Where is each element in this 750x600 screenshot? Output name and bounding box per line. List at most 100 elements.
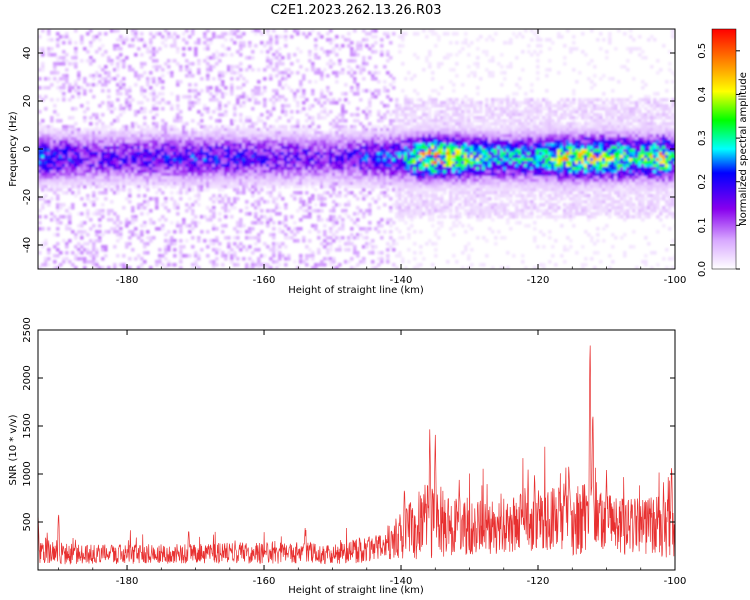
heatmap-cell <box>299 140 303 144</box>
heatmap-cell <box>74 29 78 33</box>
heatmap-cell <box>101 89 105 93</box>
heatmap-cell <box>125 134 129 138</box>
heatmap-cell <box>56 146 60 150</box>
heatmap-cell <box>50 182 54 186</box>
heatmap-cell <box>353 194 357 198</box>
heatmap-cell <box>335 149 339 153</box>
heatmap-cell <box>128 170 132 174</box>
heatmap-cell <box>140 152 144 156</box>
heatmap-cell <box>164 131 168 135</box>
heatmap-cell <box>185 149 189 153</box>
heatmap-cell <box>206 131 210 135</box>
heatmap-cell <box>122 41 126 45</box>
heatmap-cell <box>203 161 207 165</box>
heatmap-cell <box>176 182 180 186</box>
heatmap-cell <box>431 164 435 168</box>
heatmap-cell <box>284 77 288 81</box>
heatmap-cell <box>341 134 345 138</box>
heatmap-cell <box>212 224 216 228</box>
heatmap-cell <box>329 209 333 213</box>
heatmap-cell <box>386 110 390 114</box>
heatmap-cell <box>272 158 276 162</box>
heatmap-cell <box>287 104 291 108</box>
heatmap-cell <box>269 152 273 156</box>
heatmap-cell <box>101 215 105 219</box>
heatmap-cell <box>245 80 249 84</box>
heatmap-cell <box>185 131 189 135</box>
heatmap-cell <box>38 176 42 180</box>
heatmap-cell <box>110 188 114 192</box>
heatmap-cell <box>101 167 105 171</box>
heatmap-cell <box>431 215 435 219</box>
heatmap-cell <box>194 170 198 174</box>
heatmap-cell <box>320 197 324 201</box>
heatmap-cell <box>125 104 129 108</box>
heatmap-cell <box>53 176 57 180</box>
heatmap-cell <box>50 140 54 144</box>
heatmap-cell <box>77 71 81 75</box>
heatmap-cell <box>65 80 69 84</box>
heatmap-cell <box>386 134 390 138</box>
heatmap-cell <box>92 155 96 159</box>
heatmap-cell <box>41 53 45 57</box>
heatmap-cell <box>362 62 366 66</box>
heatmap-cell <box>260 158 264 162</box>
heatmap-cell <box>383 161 387 165</box>
heatmap-cell <box>143 44 147 48</box>
heatmap-cell <box>248 116 252 120</box>
heatmap-cell <box>356 47 360 51</box>
heatmap-cell <box>269 35 273 39</box>
heatmap-cell <box>131 137 135 141</box>
heatmap-cell <box>239 173 243 177</box>
heatmap-cell <box>248 230 252 234</box>
heatmap-cell <box>362 167 366 171</box>
heatmap-cell <box>272 170 276 174</box>
heatmap-cell <box>80 176 84 180</box>
heatmap-cell <box>239 143 243 147</box>
heatmap-cell <box>98 131 102 135</box>
heatmap-cell <box>371 95 375 99</box>
heatmap-cell <box>236 155 240 159</box>
heatmap-cell <box>347 248 351 252</box>
heatmap-cell <box>284 143 288 147</box>
heatmap-cell <box>125 149 129 153</box>
heatmap-cell <box>305 161 309 165</box>
heatmap-cell <box>68 140 72 144</box>
heatmap-cell <box>350 149 354 153</box>
heatmap-cell <box>419 149 423 153</box>
heatmap-cell <box>263 98 267 102</box>
heatmap-cell <box>95 176 99 180</box>
heatmap-cell <box>359 41 363 45</box>
heatmap-cell <box>38 140 42 144</box>
heatmap-cell <box>242 32 246 36</box>
heatmap-cell <box>38 185 42 189</box>
heatmap-cell <box>230 131 234 135</box>
heatmap-cell <box>431 173 435 177</box>
heatmap-cell <box>320 131 324 135</box>
heatmap-cell <box>89 74 93 78</box>
heatmap-cell <box>95 116 99 120</box>
heatmap-cell <box>50 218 54 222</box>
heatmap-cell <box>53 233 57 237</box>
heatmap-cell <box>368 185 372 189</box>
heatmap-cell <box>401 158 405 162</box>
heatmap-cell <box>374 35 378 39</box>
heatmap-cell <box>368 227 372 231</box>
heatmap-cell <box>110 143 114 147</box>
heatmap-cell <box>59 158 63 162</box>
heatmap-cell <box>341 110 345 114</box>
heatmap-cell <box>77 128 81 132</box>
heatmap-cell <box>419 170 423 174</box>
heatmap-cell <box>122 131 126 135</box>
heatmap-cell <box>335 203 339 207</box>
heatmap-cell <box>164 125 168 129</box>
heatmap-cell <box>191 173 195 177</box>
heatmap-cell <box>314 209 318 213</box>
heatmap-cell <box>233 161 237 165</box>
heatmap-cell <box>407 167 411 171</box>
heatmap-cell <box>62 83 66 87</box>
heatmap-cell <box>431 212 435 216</box>
heatmap-cell <box>233 242 237 246</box>
heatmap-cell <box>209 182 213 186</box>
heatmap-cell <box>263 131 267 135</box>
